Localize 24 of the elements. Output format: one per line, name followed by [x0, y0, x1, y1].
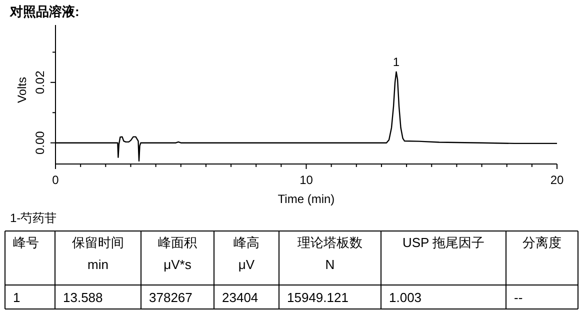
text: 15949.121 [287, 290, 348, 305]
x-tick-label: 10 [300, 173, 314, 187]
text: -- [514, 290, 523, 305]
text: 理论塔板数 N [298, 235, 362, 272]
text: 13.588 [63, 290, 103, 305]
text: 峰面积 μV*s [158, 235, 197, 272]
y-tick-label: 0.00 [33, 130, 47, 155]
text: 1 [13, 290, 20, 305]
text: 1.003 [389, 290, 422, 305]
text: 378267 [149, 290, 192, 305]
text: 峰高 μV [234, 235, 260, 272]
y-axis-title: Volts [15, 76, 29, 104]
text: 保留时间 min [72, 235, 124, 272]
text: 23404 [222, 290, 258, 305]
annotation: 1 [392, 54, 400, 69]
x-tick-label: 20 [550, 173, 564, 187]
chart-title: 对照品溶液: [9, 4, 80, 19]
x-tick-label: 0 [52, 173, 60, 187]
text: 1-芍药苷 [10, 211, 57, 225]
x-axis-title: Time (min) [278, 192, 335, 206]
text: 峰号 [13, 235, 39, 250]
text: 分离度 [522, 235, 562, 250]
y-tick-label: 0.02 [33, 70, 47, 94]
text: USP 拖尾因子 [402, 235, 485, 250]
